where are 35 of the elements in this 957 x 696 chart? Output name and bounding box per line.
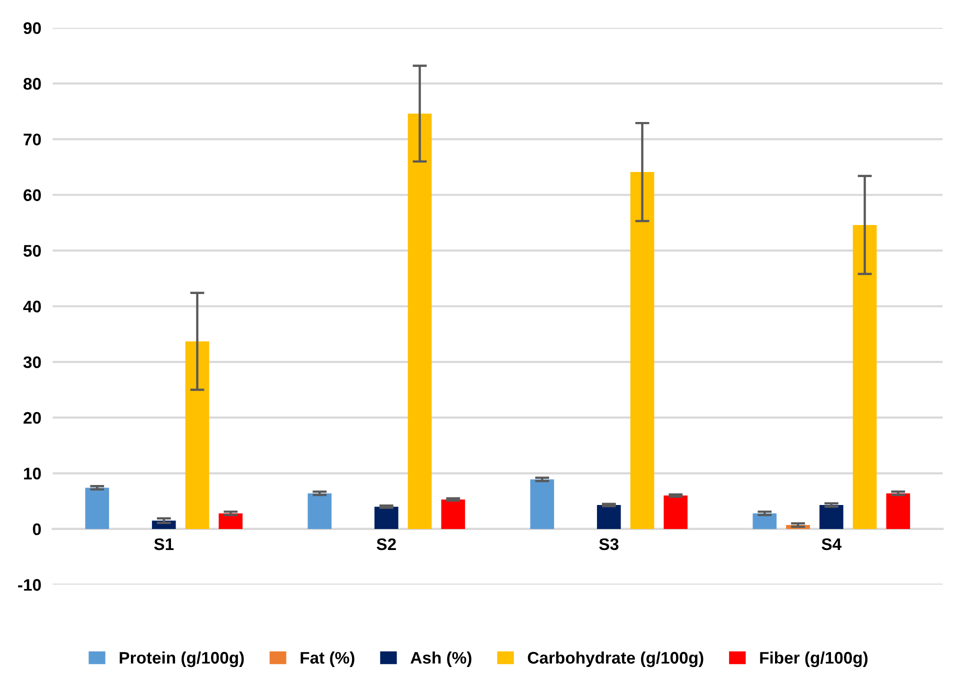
bar bbox=[630, 172, 654, 529]
y-tick-label: 50 bbox=[24, 244, 41, 257]
y-tick-label: 40 bbox=[23, 300, 41, 312]
bar bbox=[819, 505, 844, 529]
bar bbox=[852, 224, 877, 529]
y-tick-label: 60 bbox=[24, 189, 41, 202]
bar bbox=[664, 496, 688, 529]
x-tick-label: S1 bbox=[154, 538, 174, 550]
bar bbox=[374, 506, 398, 529]
bar bbox=[752, 513, 777, 529]
bar bbox=[218, 513, 243, 529]
y-tick-label: 10 bbox=[24, 468, 41, 480]
legend-label: Ash (%) bbox=[410, 651, 472, 668]
bar bbox=[596, 505, 621, 529]
legend-label: Fiber (g/100g) bbox=[760, 651, 868, 668]
y-tick-label: 20 bbox=[24, 412, 41, 424]
bar bbox=[308, 493, 332, 529]
y-tick-label: 70 bbox=[24, 134, 41, 146]
bar bbox=[185, 341, 210, 529]
bar bbox=[85, 488, 110, 529]
bar bbox=[886, 493, 910, 529]
y-tick-label: 0 bbox=[32, 523, 41, 536]
legend-label: Carbohydrate (g/100g) bbox=[528, 651, 704, 668]
bar bbox=[408, 114, 432, 529]
legend-label: Fat (%) bbox=[300, 651, 354, 668]
y-tick-label: 30 bbox=[23, 356, 41, 368]
y-tick-label: 90 bbox=[24, 22, 41, 34]
legend-label: Protein (g/100g) bbox=[120, 651, 244, 668]
bar bbox=[530, 479, 554, 529]
bar bbox=[441, 499, 466, 529]
x-tick-label: S3 bbox=[599, 538, 618, 550]
x-tick-label: S4 bbox=[822, 538, 842, 550]
y-tick-label: -10 bbox=[18, 579, 41, 591]
x-tick-label: S2 bbox=[376, 538, 396, 550]
y-tick-label: 80 bbox=[24, 78, 41, 90]
